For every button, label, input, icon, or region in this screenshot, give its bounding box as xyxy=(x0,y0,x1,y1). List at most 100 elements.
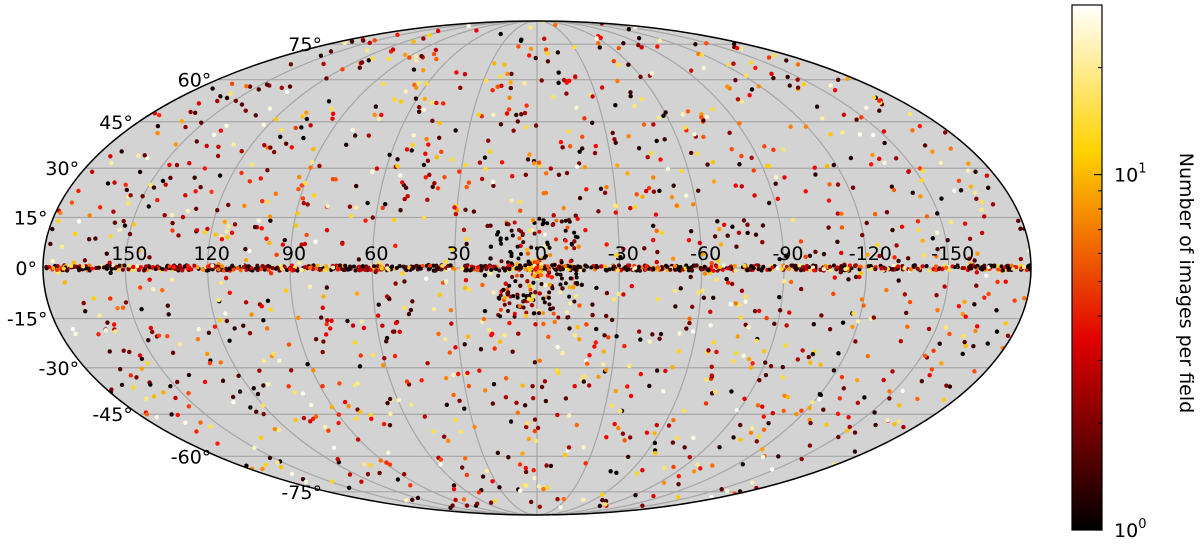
field-point xyxy=(296,186,301,192)
field-point xyxy=(384,335,390,341)
field-point xyxy=(562,453,568,458)
field-point xyxy=(295,268,300,273)
field-point xyxy=(333,177,338,182)
field-point xyxy=(380,205,385,211)
field-point xyxy=(408,483,413,488)
field-point xyxy=(835,265,840,270)
field-point xyxy=(553,237,558,242)
field-point xyxy=(777,308,783,313)
field-point xyxy=(917,166,923,171)
field-point xyxy=(96,332,101,337)
field-point xyxy=(536,160,542,165)
field-point xyxy=(835,77,841,82)
field-point xyxy=(753,232,759,237)
field-point xyxy=(852,449,858,454)
field-point xyxy=(807,443,813,448)
field-point xyxy=(915,396,920,402)
field-point xyxy=(531,468,536,473)
field-point xyxy=(646,185,652,191)
field-point xyxy=(731,61,736,66)
field-point xyxy=(728,301,734,307)
field-point xyxy=(271,149,277,155)
field-point xyxy=(515,295,520,300)
field-point xyxy=(629,283,634,289)
field-point xyxy=(737,162,742,167)
field-point xyxy=(287,266,292,271)
field-point xyxy=(498,74,503,79)
field-point xyxy=(638,74,643,80)
field-point xyxy=(434,266,439,271)
field-point xyxy=(847,424,852,430)
field-point xyxy=(93,236,98,241)
field-point xyxy=(651,122,656,127)
field-point xyxy=(569,241,574,246)
field-point xyxy=(300,391,306,396)
field-point xyxy=(907,111,913,117)
field-point xyxy=(301,200,307,206)
field-point xyxy=(435,28,441,34)
field-point xyxy=(392,353,398,359)
field-point xyxy=(487,149,492,154)
field-point xyxy=(357,65,362,70)
field-point xyxy=(730,224,735,229)
field-point xyxy=(352,133,358,138)
field-point xyxy=(387,462,393,467)
field-point xyxy=(922,353,928,358)
field-point xyxy=(841,386,847,391)
field-point xyxy=(107,260,112,266)
field-point xyxy=(434,155,440,160)
field-point xyxy=(616,263,621,268)
longitude-tick-label: 30 xyxy=(447,243,471,265)
field-point xyxy=(568,259,573,264)
field-point xyxy=(1016,218,1021,224)
field-point xyxy=(539,282,544,287)
field-point xyxy=(555,496,560,502)
field-point xyxy=(583,263,588,268)
field-point xyxy=(482,155,488,160)
field-point xyxy=(136,268,141,273)
field-point xyxy=(934,292,939,298)
field-point xyxy=(242,203,247,208)
field-point xyxy=(326,99,332,104)
field-point xyxy=(910,128,915,133)
field-point xyxy=(651,223,656,229)
field-point xyxy=(770,411,775,416)
field-point xyxy=(136,153,141,158)
field-point xyxy=(396,397,402,403)
field-point xyxy=(87,263,92,268)
field-point xyxy=(812,165,817,170)
field-point xyxy=(636,265,641,270)
field-point xyxy=(448,308,454,313)
field-point xyxy=(979,230,985,236)
field-point xyxy=(478,347,484,352)
field-point xyxy=(836,351,841,356)
field-point xyxy=(693,263,698,268)
field-point xyxy=(432,180,437,186)
field-point xyxy=(365,471,371,477)
field-point xyxy=(83,309,88,314)
field-point xyxy=(628,90,633,95)
field-point xyxy=(574,275,579,280)
field-point xyxy=(636,329,642,334)
field-point xyxy=(107,263,112,268)
field-point xyxy=(896,278,901,283)
field-point xyxy=(760,239,765,245)
field-point xyxy=(200,267,205,272)
field-point xyxy=(820,116,825,121)
field-point xyxy=(568,276,573,281)
field-point xyxy=(1003,279,1008,284)
field-point xyxy=(431,51,437,57)
field-point xyxy=(973,169,978,174)
field-point xyxy=(639,97,644,102)
field-point xyxy=(666,423,672,428)
field-point xyxy=(490,479,495,484)
field-point xyxy=(407,55,412,60)
field-point xyxy=(134,375,139,380)
field-point xyxy=(799,408,804,413)
field-point xyxy=(105,320,110,325)
field-point xyxy=(496,230,501,235)
field-point xyxy=(111,209,116,214)
field-point xyxy=(510,274,515,279)
field-point xyxy=(186,372,192,378)
field-point xyxy=(215,208,220,213)
